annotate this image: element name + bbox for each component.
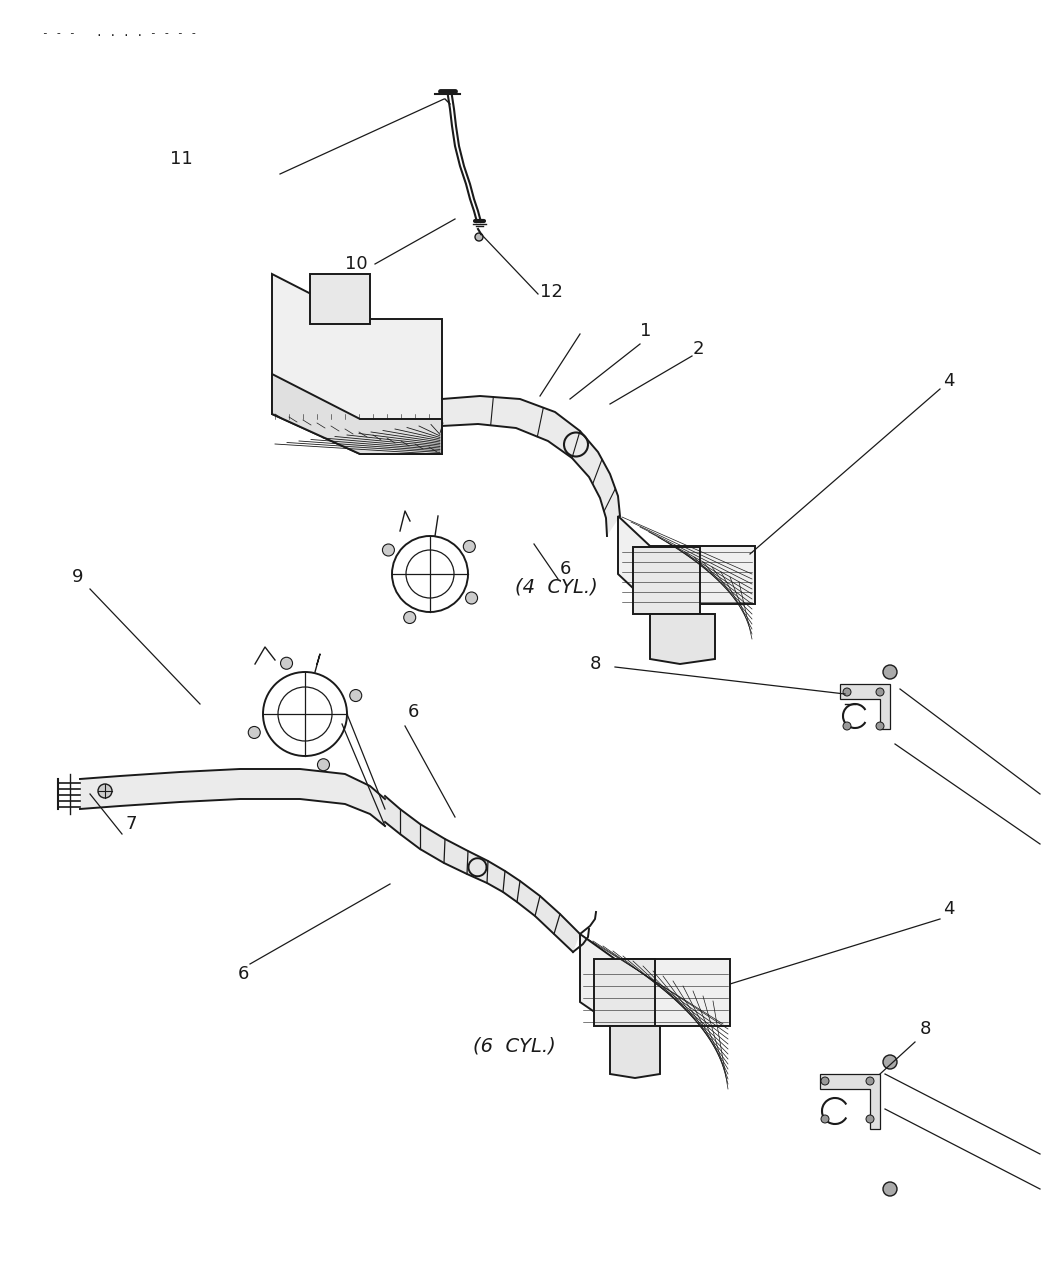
Text: 9: 9 bbox=[72, 568, 84, 586]
Text: (6  CYL.): (6 CYL.) bbox=[474, 1036, 555, 1055]
Text: 4: 4 bbox=[943, 372, 954, 390]
Polygon shape bbox=[80, 769, 385, 826]
Circle shape bbox=[403, 612, 416, 623]
Circle shape bbox=[843, 688, 851, 696]
Circle shape bbox=[821, 1115, 830, 1122]
Text: 11: 11 bbox=[170, 150, 193, 168]
Circle shape bbox=[866, 1115, 874, 1122]
Polygon shape bbox=[840, 684, 890, 729]
Circle shape bbox=[843, 722, 851, 730]
Text: 8: 8 bbox=[920, 1020, 931, 1038]
Text: 2: 2 bbox=[693, 340, 705, 358]
Circle shape bbox=[876, 722, 884, 730]
Text: 6: 6 bbox=[408, 703, 419, 721]
Polygon shape bbox=[442, 396, 620, 536]
Text: 6: 6 bbox=[560, 561, 571, 578]
Circle shape bbox=[98, 784, 112, 798]
Text: 1: 1 bbox=[640, 322, 651, 340]
Polygon shape bbox=[385, 796, 580, 952]
Polygon shape bbox=[610, 1026, 660, 1078]
Polygon shape bbox=[820, 1074, 880, 1129]
Circle shape bbox=[317, 759, 330, 771]
Polygon shape bbox=[594, 959, 655, 1026]
Polygon shape bbox=[272, 274, 442, 454]
Polygon shape bbox=[618, 516, 755, 604]
Circle shape bbox=[876, 688, 884, 696]
Circle shape bbox=[883, 1055, 897, 1069]
Polygon shape bbox=[633, 547, 700, 614]
Circle shape bbox=[866, 1077, 874, 1085]
Polygon shape bbox=[580, 934, 730, 1026]
Circle shape bbox=[350, 689, 362, 702]
Text: 12: 12 bbox=[540, 283, 563, 301]
Polygon shape bbox=[650, 614, 715, 664]
Circle shape bbox=[382, 544, 395, 555]
Circle shape bbox=[465, 592, 478, 604]
Circle shape bbox=[280, 657, 293, 669]
Text: 7: 7 bbox=[125, 815, 136, 833]
Circle shape bbox=[883, 1182, 897, 1196]
Polygon shape bbox=[310, 274, 370, 324]
Text: - - -   . . . . - - - -: - - - . . . . - - - - bbox=[42, 28, 197, 38]
Circle shape bbox=[248, 726, 260, 739]
Circle shape bbox=[475, 233, 483, 241]
Text: (4  CYL.): (4 CYL.) bbox=[516, 577, 597, 596]
Text: 8: 8 bbox=[590, 655, 602, 673]
Text: 4: 4 bbox=[943, 899, 954, 919]
Text: 6: 6 bbox=[238, 964, 250, 984]
Text: 10: 10 bbox=[345, 255, 367, 273]
Polygon shape bbox=[272, 375, 442, 454]
Circle shape bbox=[883, 665, 897, 679]
Circle shape bbox=[463, 540, 476, 553]
Circle shape bbox=[821, 1077, 830, 1085]
